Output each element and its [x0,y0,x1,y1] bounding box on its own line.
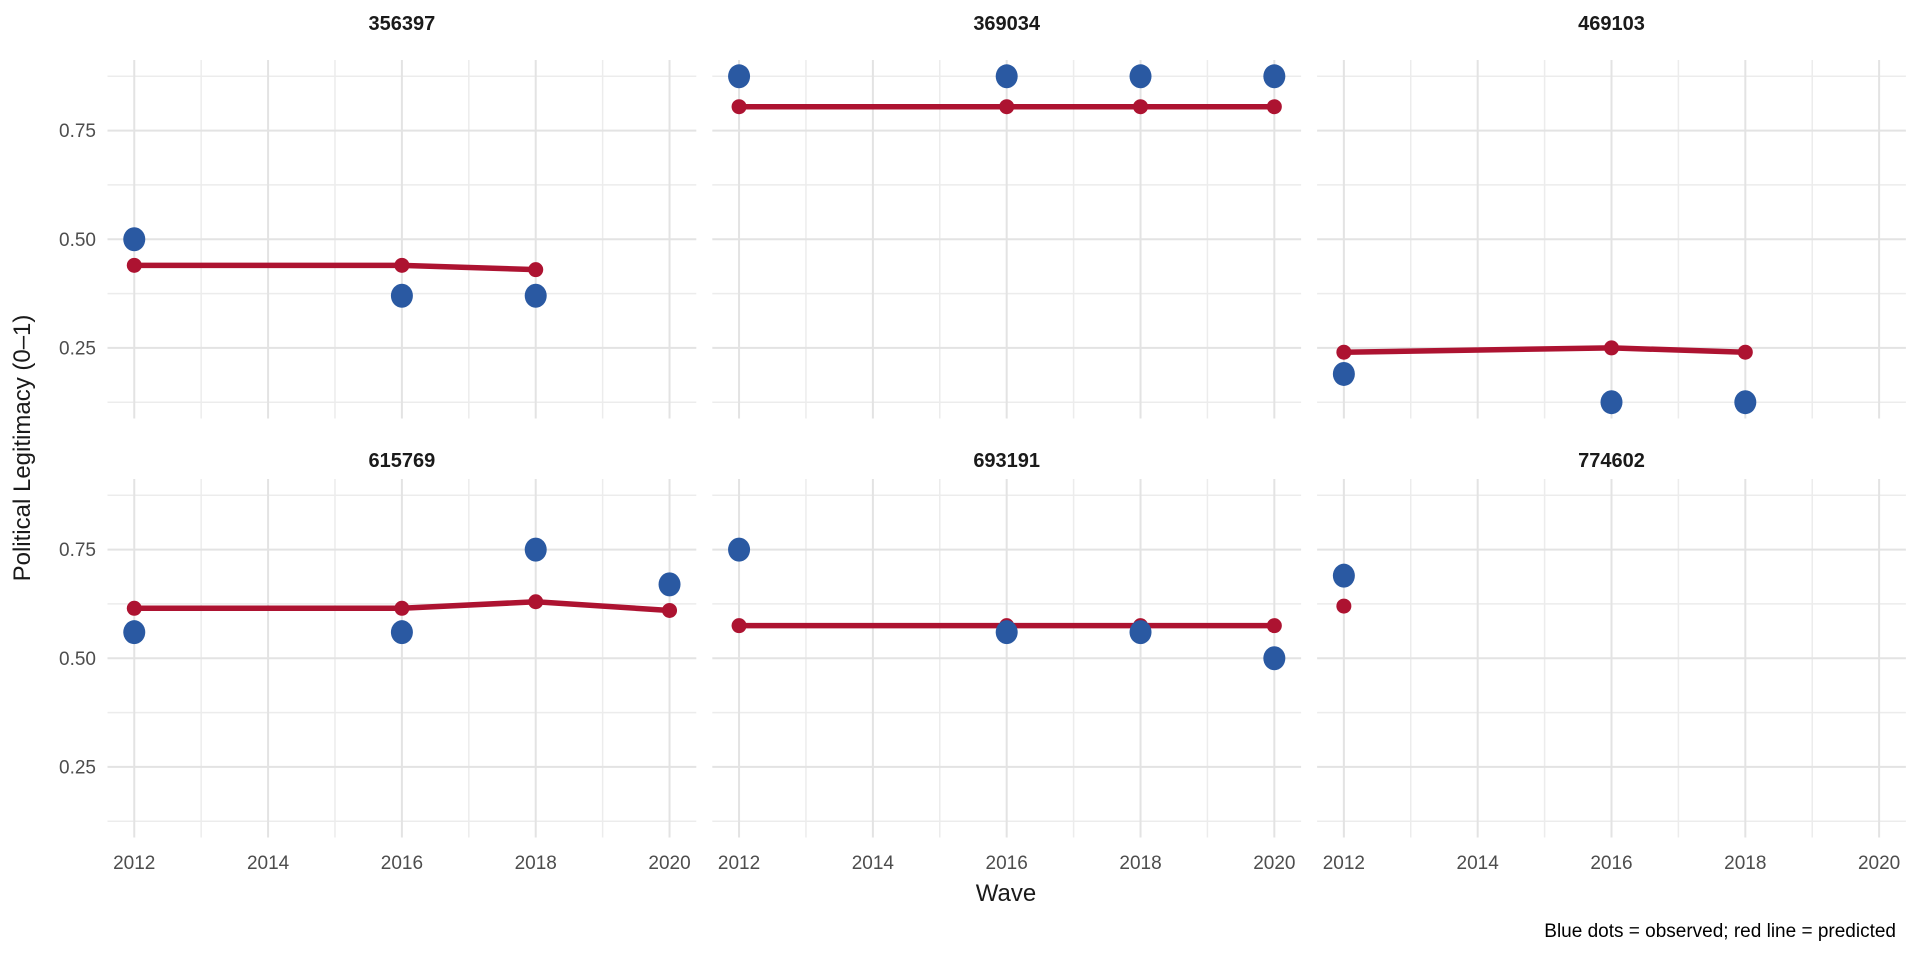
observed-dot [524,537,547,562]
predicted-dot [1604,340,1619,356]
observed-dot [123,227,146,252]
predicted-dot [1737,344,1753,360]
x-tick-label: 2020 [1858,853,1900,874]
x-tick-label: 2016 [986,853,1028,874]
x-tick-label: 2012 [113,853,155,874]
x-tick-label: 2014 [247,853,290,874]
predicted-dot [126,257,142,273]
predicted-dot [731,99,747,115]
chart-caption: Blue dots = observed; red line = predict… [1544,921,1896,942]
predicted-dot [528,262,544,278]
facet-strip-title: 693191 [973,450,1040,472]
facet-panel-615769: 615769 0.75 0.50 0.25 2012 2014 2016 2018 2020 [59,450,697,874]
observed-dot [123,620,146,645]
y-axis-title: Political Legitimacy (0–1) [9,315,36,582]
predicted-line [131,599,673,614]
predicted-dot [528,594,544,610]
observed-dot [728,537,751,562]
x-tick-label: 2016 [381,853,423,874]
predicted-dot [1336,344,1352,360]
observed-dot [1332,563,1355,588]
observed-dot [390,620,413,645]
x-tick-label: 2020 [648,853,690,874]
y-tick-label: 0.50 [59,230,96,251]
predicted-dot [126,600,142,616]
facet-panel-693191: 693191 2012 2014 2016 2018 2020 [712,450,1302,874]
x-tick-label: 2018 [1119,853,1161,874]
observed-dot [1600,390,1623,415]
predicted-dot [1266,618,1282,634]
predicted-dot [1266,99,1282,115]
predicted-dot [394,257,410,273]
observed-dot [1129,620,1152,645]
x-tick-label: 2020 [1253,853,1295,874]
x-tick-label: 2012 [718,853,760,874]
y-tick-label: 0.50 [59,649,96,670]
predicted-dot [731,618,747,634]
x-tick-label: 2014 [1457,853,1500,874]
y-tick-label: 0.75 [59,540,96,561]
observed-dot [1734,390,1757,415]
predicted-dot [1336,598,1352,614]
predicted-dot [999,99,1015,115]
y-tick-label: 0.25 [59,757,96,778]
observed-dot [524,283,547,308]
facet-strip-title: 615769 [369,450,436,472]
predicted-dot [1133,99,1149,115]
facet-strip-title: 356397 [369,13,436,35]
observed-dot [1332,361,1355,386]
facet-panel-774602: 774602 2012 2014 2016 2018 2020 [1317,450,1906,874]
x-axis-title: Wave [976,880,1036,907]
observed-dot [995,620,1018,645]
x-tick-label: 2016 [1590,853,1632,874]
y-tick-label: 0.25 [59,338,96,359]
facet-panel-369034: 369034 [712,13,1302,419]
observed-dot [1129,64,1152,89]
facet-panels: 356397 0.75 0.50 0.25 369034 469103 615769 0.75… [59,13,1906,874]
predicted-line [1341,345,1749,355]
facet-strip-title: 774602 [1578,450,1645,472]
x-tick-label: 2018 [515,853,557,874]
facet-panel-469103: 469103 [1317,13,1906,419]
facet-panel-356397: 356397 0.75 0.50 0.25 [59,13,697,419]
observed-dot [1263,646,1286,671]
y-tick-label: 0.75 [59,121,96,142]
observed-dot [1263,64,1286,89]
x-tick-label: 2018 [1724,853,1766,874]
observed-dot [995,64,1018,89]
observed-dot [390,283,413,308]
facet-strip-title: 369034 [973,13,1041,35]
x-tick-label: 2014 [852,853,895,874]
predicted-dot [394,600,410,616]
observed-dot [728,64,751,89]
observed-dot [658,572,681,597]
predicted-dot [662,602,678,618]
facet-strip-title: 469103 [1578,13,1645,35]
x-tick-label: 2012 [1323,853,1365,874]
